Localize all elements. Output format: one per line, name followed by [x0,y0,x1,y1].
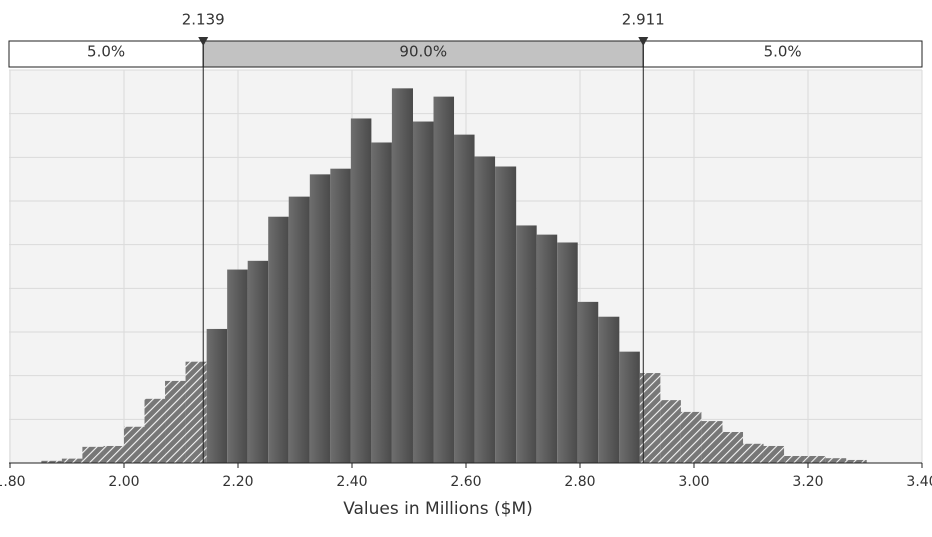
bar [804,456,826,463]
bar [598,316,620,463]
bar [577,301,599,463]
bar [227,269,248,463]
bar [619,351,640,463]
bar [41,460,62,463]
bar [743,443,764,463]
bar [825,458,847,463]
x-tick-label: 3.40 [906,474,932,490]
x-tick-label: 2.80 [564,474,595,490]
delimiter-label: 2.139 [182,11,225,29]
bar [433,96,455,464]
x-tick-label: 2.40 [336,474,367,490]
x-tick-label: 3.20 [792,474,823,490]
bar [330,168,351,464]
delimiter-marker [638,37,649,46]
bar [784,456,805,463]
band [202,40,644,68]
bar [82,446,104,463]
bar [288,196,310,463]
band-label: 5.0% [764,43,802,61]
delimiter-marker [198,37,209,46]
bar [185,361,207,463]
bar [350,118,372,463]
bar [247,260,269,463]
bar [474,156,496,463]
bar [124,426,145,463]
bar [371,142,392,463]
bar [206,328,228,463]
x-tick-label: 2.00 [108,474,139,490]
band [642,40,923,68]
bar [516,225,537,463]
bar [412,121,434,463]
bar [309,174,331,463]
band-label: 5.0% [87,43,125,61]
x-tick-label: 2.60 [450,474,481,490]
bar [557,242,578,463]
bar [660,400,681,463]
delimiter-label: 2.911 [622,11,665,29]
bar [722,431,744,463]
bar [763,445,785,463]
bar [680,411,702,463]
x-tick-label: 3.00 [678,474,709,490]
bar [454,134,475,464]
x-tick-label: 2.20 [222,474,253,490]
bar [639,373,661,463]
bar [144,398,166,463]
bar [268,216,289,463]
bar [495,166,517,463]
band-label: 90.0% [399,43,447,61]
bar [165,380,186,463]
bar [391,88,413,463]
x-axis-label: Values in Millions ($M) [343,499,533,519]
x-tick-label: 1.80 [0,474,26,490]
band [8,40,204,68]
bar [536,234,558,463]
bar [701,421,723,463]
bar [103,445,124,463]
bar [61,458,83,463]
bar [846,459,867,463]
